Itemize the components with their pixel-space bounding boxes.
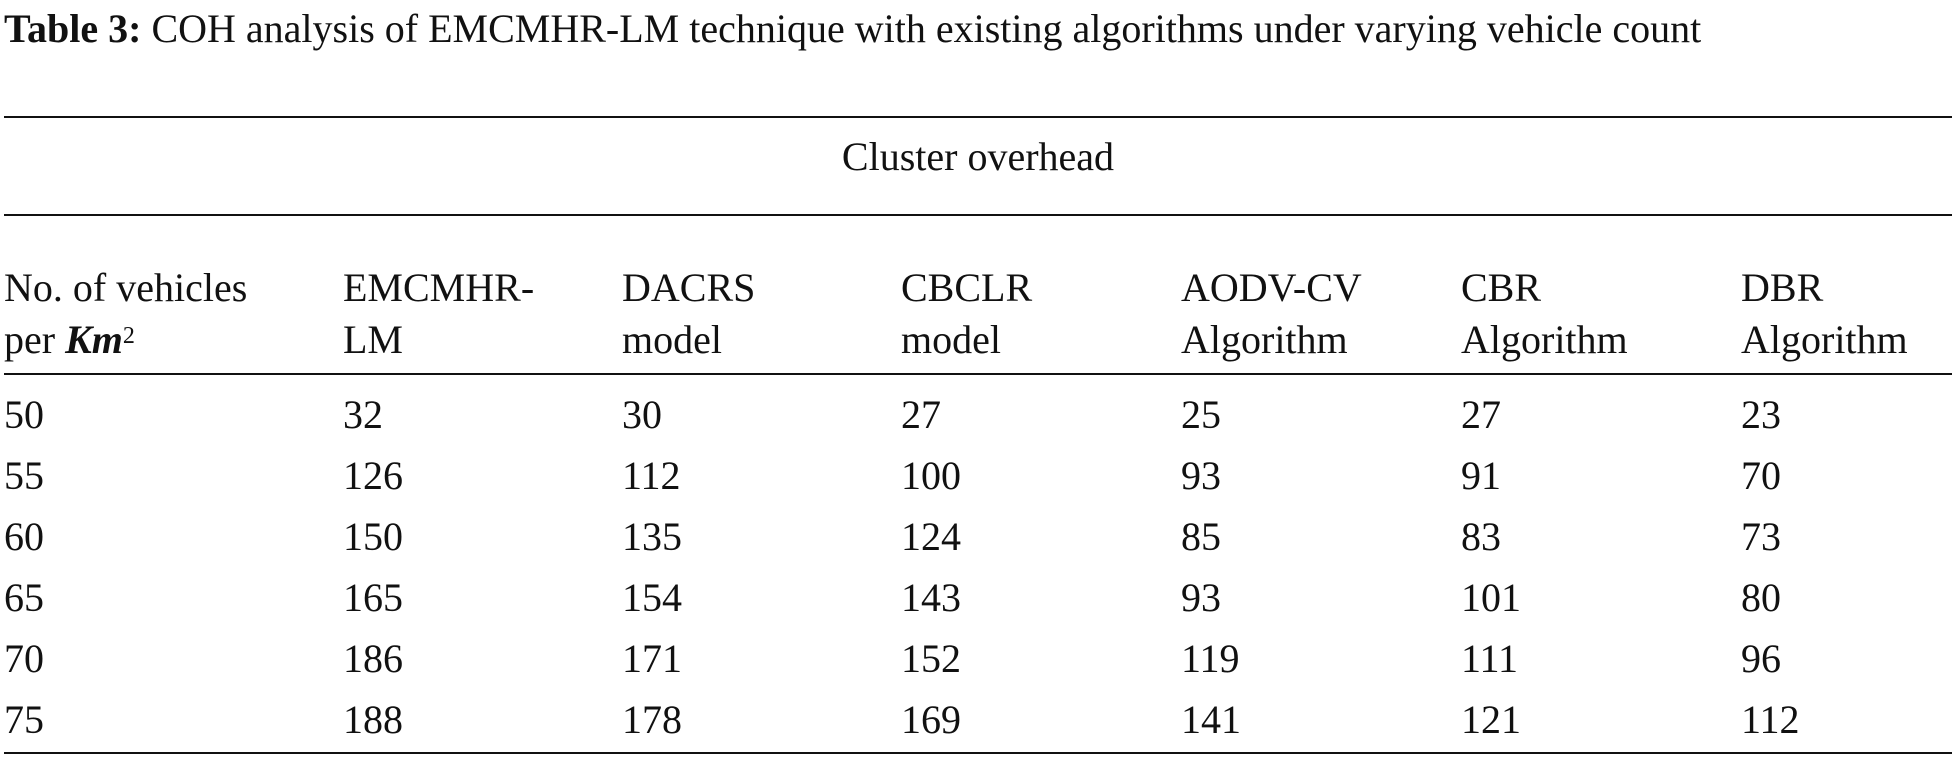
table-cell: 112 [1741,697,1800,742]
table-cell: 152 [901,636,961,681]
table-cell: 70 [1741,453,1781,498]
table-caption: Table 3: COH analysis of EMCMHR-LM techn… [4,6,1950,52]
table-cell: 150 [343,514,403,559]
column-header-line1: No. of vehicles [4,265,248,310]
column-header-line2: Algorithm [1461,317,1628,362]
caption-label: Table 3: [4,6,142,51]
table-cell: 111 [1461,636,1519,681]
table-cell: 83 [1461,514,1501,559]
table-cell: 169 [901,697,961,742]
table-cell: 93 [1181,575,1221,620]
span-header-rule [4,214,1952,216]
table-cell: 85 [1181,514,1221,559]
table-cell: 96 [1741,636,1781,681]
span-header: Cluster overhead [841,134,1115,179]
column-header-dacrs: DACRS model [622,262,755,366]
column-header-line2: Algorithm [1741,317,1908,362]
table-cell: 23 [1741,392,1781,437]
table-cell: 73 [1741,514,1781,559]
table-cell: 91 [1461,453,1501,498]
table-cell: 93 [1181,453,1221,498]
table-cell: 188 [343,697,403,742]
table-cell: 178 [622,697,682,742]
column-header-line1: AODV-CV [1181,265,1362,310]
table-cell: 165 [343,575,403,620]
table-cell: 80 [1741,575,1781,620]
table-cell: 121 [1461,697,1521,742]
column-header-line2: Algorithm [1181,317,1348,362]
table-cell: 154 [622,575,682,620]
column-header-vehicles: No. of vehicles per Km2 [4,262,247,366]
table-cell: 70 [4,636,44,681]
table-cell: 55 [4,453,44,498]
table-cell: 100 [901,453,961,498]
column-header-line1: CBCLR [901,265,1033,310]
table-cell: 27 [1461,392,1501,437]
table-cell: 101 [1461,575,1521,620]
table-cell: 126 [343,453,403,498]
table-cell: 27 [901,392,941,437]
column-header-aodv-cv: AODV-CV Algorithm [1181,262,1362,366]
table-cell: 141 [1181,697,1241,742]
column-header-dbr: DBR Algorithm [1741,262,1908,366]
unit-km: Km [65,317,123,362]
table-cell: 135 [622,514,682,559]
column-header-line1: DBR [1741,265,1824,310]
table-cell: 124 [901,514,961,559]
column-header-emcmhr-lm: EMCMHR- LM [343,262,534,366]
header-rule [4,373,1952,375]
column-header-line1: DACRS [622,265,756,310]
table-cell: 171 [622,636,682,681]
unit-prefix: per [4,317,66,362]
column-header-line2: per Km2 [4,314,247,366]
table-cell: 25 [1181,392,1221,437]
table-cell: 30 [622,392,662,437]
table-cell: 75 [4,697,44,742]
column-header-cbclr: CBCLR model [901,262,1032,366]
table-cell: 60 [4,514,44,559]
bottom-rule [4,752,1952,754]
table-cell: 112 [622,453,681,498]
column-header-cbr: CBR Algorithm [1461,262,1628,366]
table-cell: 143 [901,575,961,620]
table-cell: 32 [343,392,383,437]
table-cell: 65 [4,575,44,620]
top-rule [4,116,1952,118]
table-cell: 186 [343,636,403,681]
unit-superscript: 2 [122,323,135,349]
column-header-line2: model [622,317,722,362]
caption-text: COH analysis of EMCMHR-LM technique with… [141,6,1702,51]
column-header-line2: model [901,317,1001,362]
column-header-line2: LM [343,317,403,362]
column-header-line1: CBR [1461,265,1542,310]
table-cell: 119 [1181,636,1240,681]
column-header-line1: EMCMHR- [343,265,535,310]
table-cell: 50 [4,392,44,437]
